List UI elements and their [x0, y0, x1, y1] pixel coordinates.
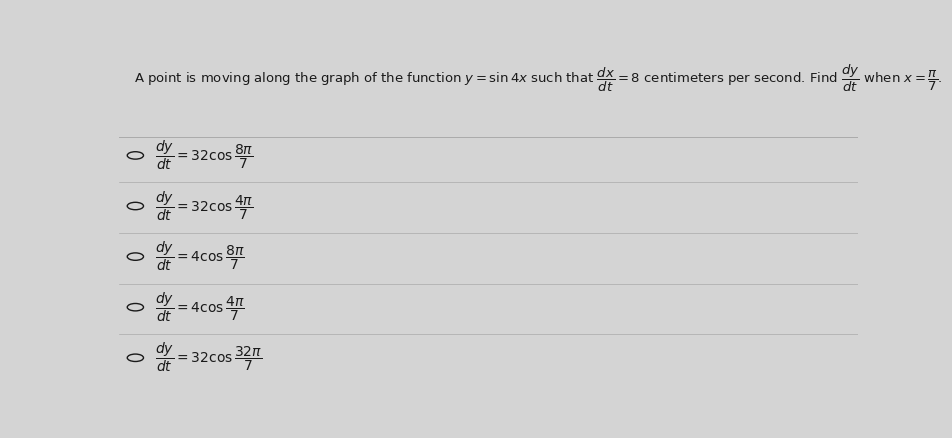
Text: $\dfrac{dy}{dt} = 4\cos\dfrac{4\pi}{7}$: $\dfrac{dy}{dt} = 4\cos\dfrac{4\pi}{7}$ [154, 290, 244, 324]
Text: $\dfrac{dy}{dt} = 32\cos\dfrac{8\pi}{7}$: $\dfrac{dy}{dt} = 32\cos\dfrac{8\pi}{7}$ [154, 139, 252, 172]
Text: $\dfrac{dy}{dt} = 32\cos\dfrac{32\pi}{7}$: $\dfrac{dy}{dt} = 32\cos\dfrac{32\pi}{7}… [154, 341, 262, 374]
Text: $\dfrac{dy}{dt} = 32\cos\dfrac{4\pi}{7}$: $\dfrac{dy}{dt} = 32\cos\dfrac{4\pi}{7}$ [154, 189, 252, 223]
Text: A point is moving along the graph of the function $y = \sin4x$ such that $\dfrac: A point is moving along the graph of the… [133, 63, 942, 94]
Text: $\dfrac{dy}{dt} = 4\cos\dfrac{8\pi}{7}$: $\dfrac{dy}{dt} = 4\cos\dfrac{8\pi}{7}$ [154, 240, 244, 273]
